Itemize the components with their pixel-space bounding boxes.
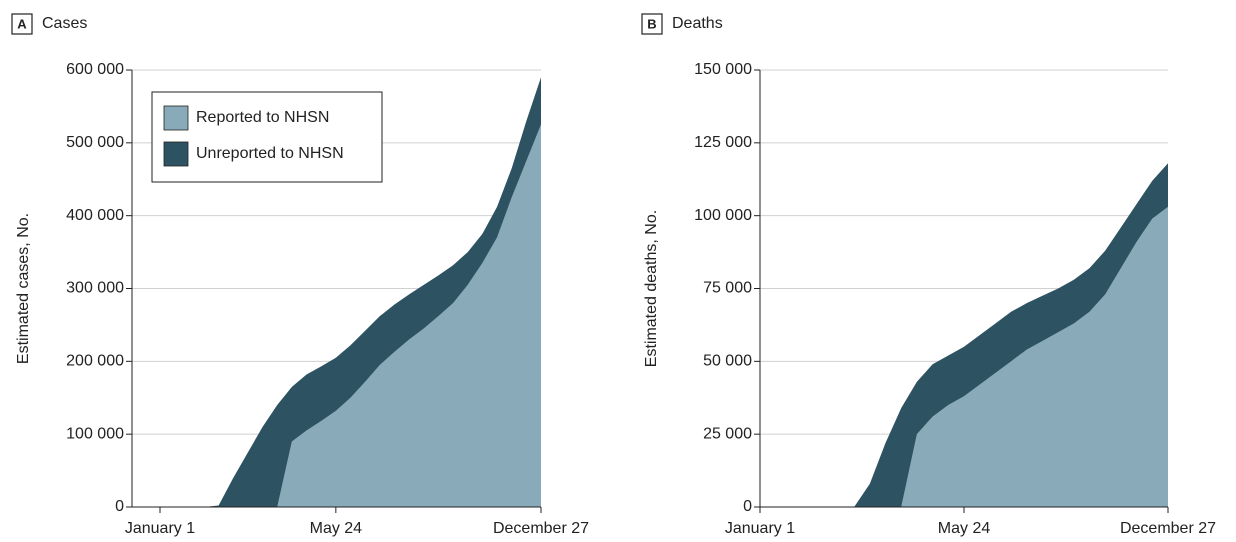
y-tick-label: 75 000 (703, 280, 752, 297)
y-tick-label: 600 000 (66, 61, 124, 78)
y-tick-label: 0 (115, 498, 124, 515)
y-tick-label: 150 000 (694, 61, 752, 78)
x-tick-label: January 1 (725, 520, 795, 537)
x-tick-label: May 24 (938, 520, 991, 537)
area (160, 124, 541, 507)
y-tick-label: 500 000 (66, 134, 124, 151)
y-tick-label: 0 (743, 498, 752, 515)
legend-swatch (163, 105, 189, 131)
panel-letter: A (17, 16, 27, 31)
y-axis-label: Estimated deaths, No. (643, 210, 660, 367)
y-axis-label: Estimated cases, No. (15, 213, 32, 364)
y-tick-label: 100 000 (694, 207, 752, 224)
panel-box (641, 13, 663, 35)
x-tick-label: December 27 (1120, 520, 1216, 537)
y-tick-label: 100 000 (66, 425, 124, 442)
y-tick-label: 300 000 (66, 280, 124, 297)
y-tick-label: 25 000 (703, 425, 752, 442)
y-tick-label: 200 000 (66, 353, 124, 370)
legend-label: Unreported to NHSN (196, 145, 344, 162)
panel-title: Deaths (672, 15, 723, 32)
x-tick-label: May 24 (310, 520, 363, 537)
legend-swatch (163, 141, 189, 167)
legend-box (151, 91, 383, 183)
panel-letter: B (647, 16, 656, 31)
panel-title: Cases (42, 15, 87, 32)
area (760, 206, 1168, 507)
panel-box (11, 13, 33, 35)
x-tick-label: January 1 (125, 520, 195, 537)
y-tick-label: 50 000 (703, 353, 752, 370)
y-tick-label: 125 000 (694, 134, 752, 151)
y-tick-label: 400 000 (66, 207, 124, 224)
legend-label: Reported to NHSN (196, 109, 329, 126)
x-tick-label: December 27 (493, 520, 589, 537)
